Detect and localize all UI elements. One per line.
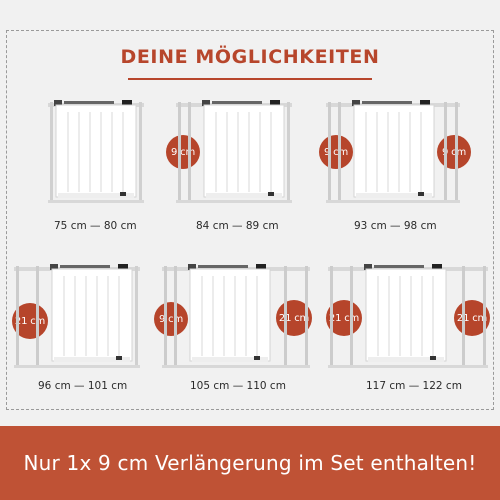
options-frame	[6, 30, 494, 410]
title-underline	[128, 78, 372, 80]
size-range-label: 96 cm — 101 cm	[38, 380, 128, 392]
gate-illustration	[162, 264, 310, 368]
gate-illustration	[48, 100, 144, 203]
extension-badge-right: 9 cm	[437, 135, 471, 169]
gate-illustration	[328, 264, 488, 368]
size-range-label: 75 cm — 80 cm	[54, 220, 137, 232]
page-title: DEINE MÖGLICHKEITEN	[120, 46, 380, 68]
gate-illustration	[176, 100, 292, 203]
footer-text: Nur 1x 9 cm Verlängerung im Set enthalte…	[23, 451, 477, 475]
extension-badge-left: 9 cm	[166, 135, 200, 169]
size-range-label: 105 cm — 110 cm	[190, 380, 286, 392]
extension-badge-left: 9 cm	[154, 302, 188, 336]
footer-banner: Nur 1x 9 cm Verlängerung im Set enthalte…	[0, 426, 500, 500]
gate-illustration	[326, 100, 460, 203]
size-range-label: 93 cm — 98 cm	[354, 220, 437, 232]
size-range-label: 84 cm — 89 cm	[196, 220, 279, 232]
extension-badge-left: 9 cm	[319, 135, 353, 169]
size-range-label: 117 cm — 122 cm	[366, 380, 462, 392]
gate-illustration	[14, 264, 140, 368]
